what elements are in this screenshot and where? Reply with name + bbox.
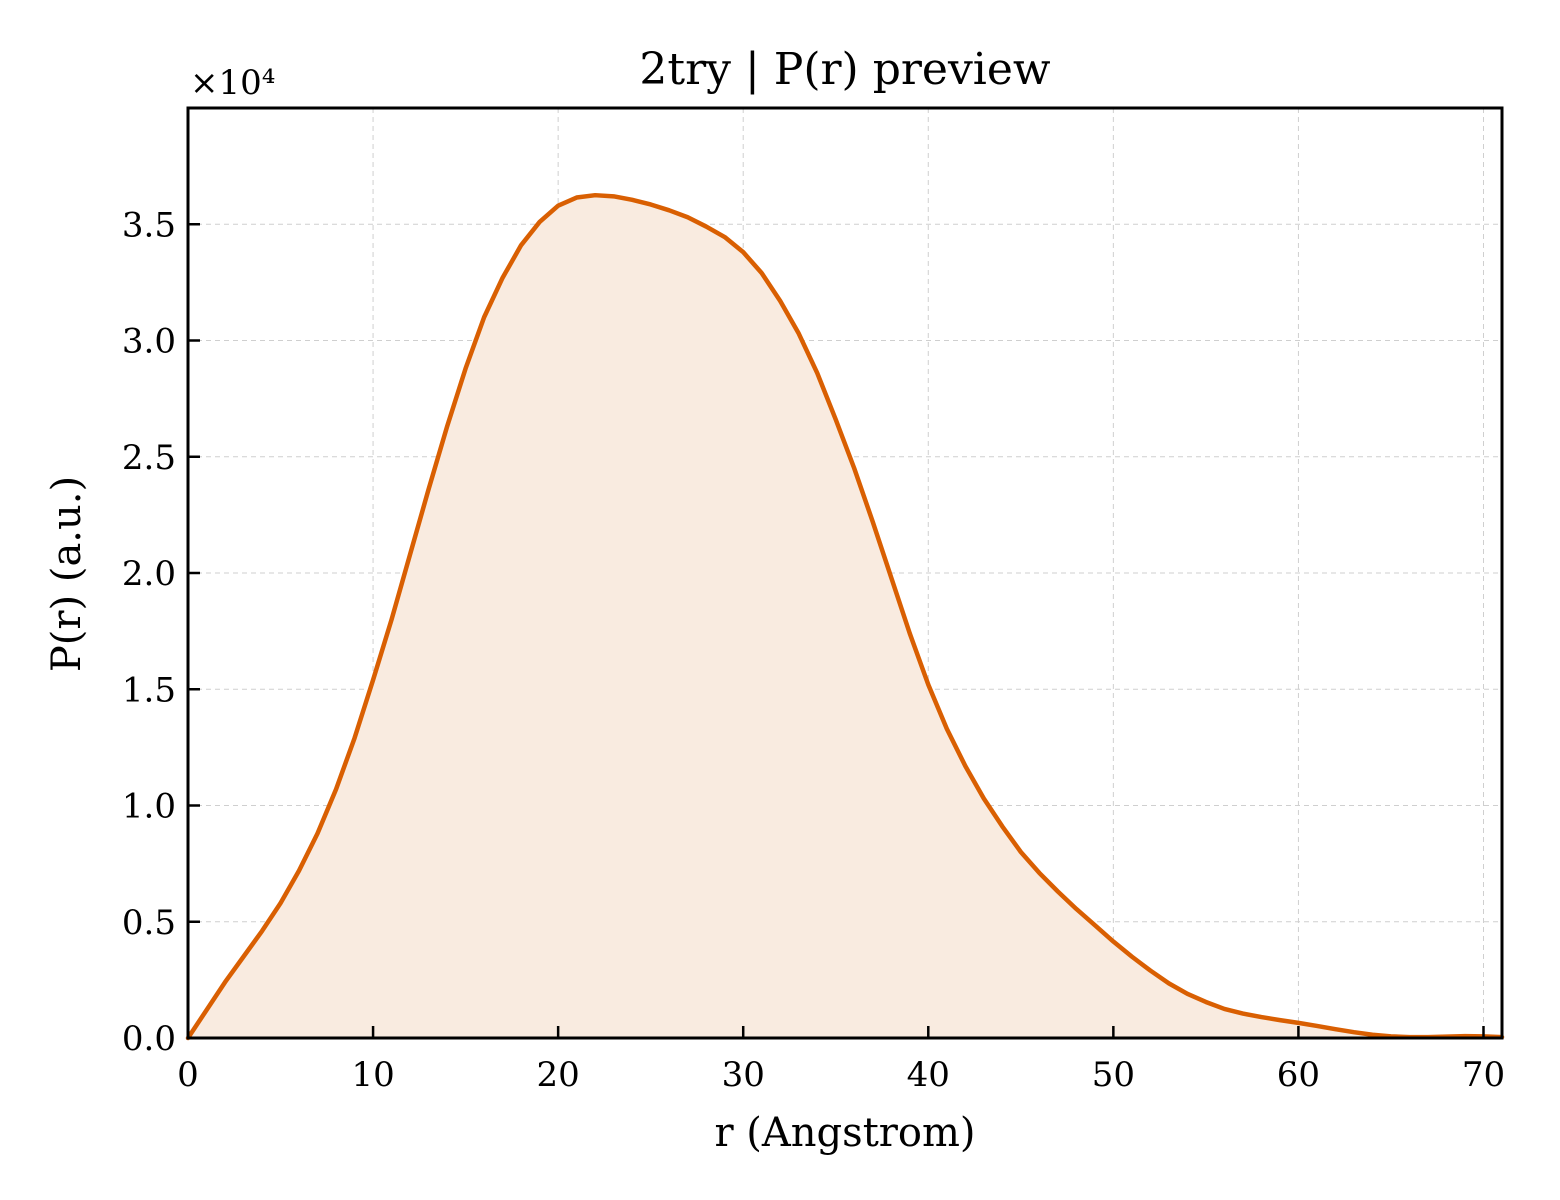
- y-multiplier: ×10⁴: [190, 63, 275, 103]
- x-tick-label: 10: [351, 1055, 394, 1095]
- y-tick-label: 2.5: [122, 438, 176, 478]
- x-tick-label: 30: [722, 1055, 765, 1095]
- x-axis-label: r (Angstrom): [714, 1110, 975, 1156]
- x-tick-label: 60: [1277, 1055, 1320, 1095]
- x-tick-label: 70: [1462, 1055, 1505, 1095]
- x-tick-label: 50: [1092, 1055, 1135, 1095]
- x-tick-label: 0: [177, 1055, 199, 1095]
- pr-area-fill: [188, 195, 1502, 1038]
- y-axis-ticks: 0.0 0.5 1.0 1.5 2.0 2.5 3.0 3.5: [122, 205, 200, 1059]
- y-tick-label: 1.5: [122, 670, 176, 710]
- y-tick-label: 2.0: [122, 554, 176, 594]
- pr-curve: [185, 192, 1505, 1041]
- x-tick-label: 40: [907, 1055, 950, 1095]
- y-tick-label: 1.0: [122, 787, 176, 827]
- y-tick-label: 0.5: [122, 903, 176, 943]
- x-tick-label: 20: [537, 1055, 580, 1095]
- y-tick-label: 3.5: [122, 205, 176, 245]
- chart-title: 2try | P(r) preview: [639, 44, 1051, 95]
- y-tick-label: 0.0: [122, 1019, 176, 1059]
- y-axis-label: P(r) (a.u.): [44, 476, 90, 672]
- y-tick-label: 3.0: [122, 322, 176, 362]
- x-axis-ticks: 0 10 20 30 40 50 60 70: [177, 1026, 1505, 1095]
